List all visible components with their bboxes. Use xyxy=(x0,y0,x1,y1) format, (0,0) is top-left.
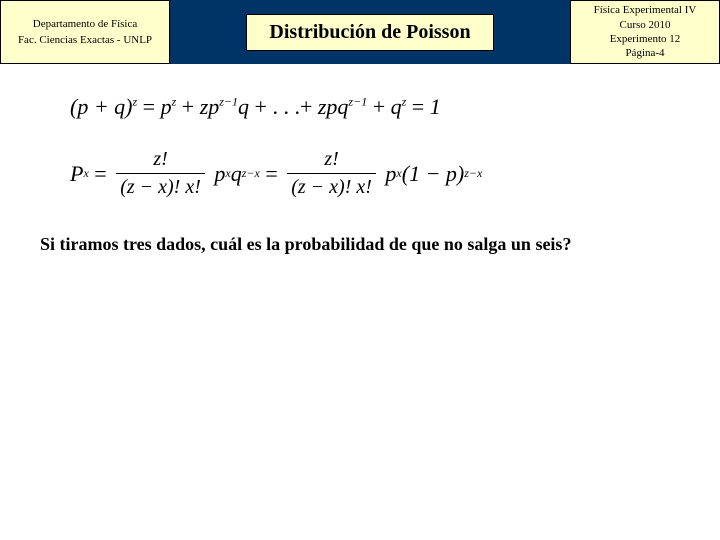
dept-line2: Fac. Ciencias Exactas - UNLP xyxy=(18,32,152,49)
binomial-expansion-equation: (p + q)z = pz + zpz−1q + . . .+ zpqz−1 +… xyxy=(70,94,680,120)
eq1-lhs-exp: z xyxy=(133,95,138,109)
combinatorial-fraction-2: z! (z − x)! x! xyxy=(287,148,376,199)
frac2-den: (z − x)! x! xyxy=(287,173,376,199)
eq2-P: P xyxy=(70,161,83,187)
eq1-lhs-base: (p + q) xyxy=(70,94,133,119)
question-text: Si tiramos tres dados, cuál es la probab… xyxy=(40,234,680,255)
binomial-probability-equation: Px = z! (z − x)! x! pxqz−x = z! (z − x)!… xyxy=(70,148,680,199)
slide-header: Departamento de Física Fac. Ciencias Exa… xyxy=(0,0,720,64)
dept-line1: Departamento de Física xyxy=(33,16,137,33)
title-area: Distribución de Poisson xyxy=(170,0,570,64)
combinatorial-fraction-1: z! (z − x)! x! xyxy=(116,148,205,199)
eq1-rhs: 1 xyxy=(430,94,441,119)
course-line3: Experimento 12 xyxy=(610,32,681,46)
course-line2: Curso 2010 xyxy=(619,18,670,32)
department-box: Departamento de Física Fac. Ciencias Exa… xyxy=(0,0,170,64)
course-line4: Página-4 xyxy=(625,46,664,60)
frac1-den: (z − x)! x! xyxy=(116,173,205,199)
course-info-box: Física Experimental IV Curso 2010 Experi… xyxy=(570,0,720,64)
course-line1: Física Experimental IV xyxy=(594,3,697,17)
slide-content: (p + q)z = pz + zpz−1q + . . .+ zpqz−1 +… xyxy=(0,64,720,255)
slide-title: Distribución de Poisson xyxy=(246,14,493,51)
frac2-num: z! xyxy=(320,148,342,173)
frac1-num: z! xyxy=(149,148,171,173)
